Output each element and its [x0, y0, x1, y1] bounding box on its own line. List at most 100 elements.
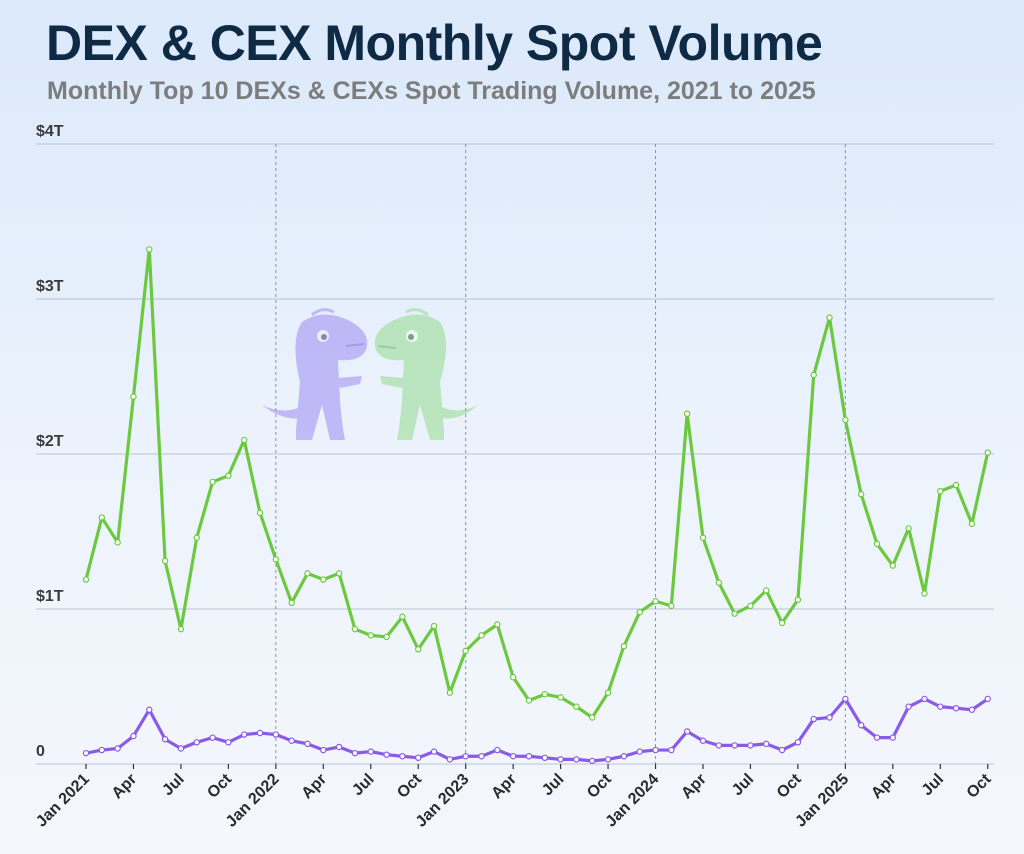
cex-point	[462, 647, 469, 655]
dex-point	[415, 754, 422, 762]
dex-point	[304, 740, 311, 748]
dex-point	[525, 753, 533, 760]
cex-series-line	[84, 247, 990, 720]
x-tick-label: Jul	[349, 771, 377, 799]
cex-point	[82, 576, 90, 583]
cex-point	[952, 481, 960, 489]
x-tick-label: Apr	[109, 771, 141, 803]
cex-point	[161, 557, 169, 565]
dex-point	[810, 715, 817, 723]
mascot-watermark	[262, 308, 478, 440]
dex-point	[921, 695, 928, 703]
dex-point	[367, 748, 374, 755]
dex-point	[857, 722, 865, 729]
cex-point	[873, 540, 881, 548]
dex-point	[130, 732, 137, 740]
cex-point	[446, 689, 454, 696]
x-tick-label: Apr	[299, 771, 331, 803]
cex-point	[304, 570, 311, 577]
dex-point	[731, 742, 738, 749]
cex-point	[256, 509, 264, 517]
dex-point	[557, 756, 564, 763]
cex-point	[193, 534, 200, 541]
year-dividers	[275, 144, 846, 764]
dex-point	[114, 745, 121, 752]
x-tick-label: Oct	[964, 770, 995, 801]
y-axis-ticks: 0 $1T $2T $3T $4T	[36, 123, 64, 760]
dex-point	[778, 746, 786, 754]
dex-point	[604, 756, 612, 763]
cex-point	[146, 246, 153, 253]
x-tick-label: Jul	[729, 771, 757, 799]
dex-point	[952, 705, 960, 712]
cex-point	[731, 610, 738, 617]
dex-point	[462, 753, 469, 760]
x-tick-label: Jul	[539, 771, 567, 799]
chart-title: DEX & CEX Monthly Spot Volume	[46, 15, 823, 71]
cex-point	[842, 416, 849, 424]
cex-point	[937, 488, 944, 495]
chart-subtitle: Monthly Top 10 DEXs & CEXs Spot Trading …	[47, 77, 816, 105]
series-lines	[82, 246, 991, 765]
cex-point	[905, 525, 912, 532]
dex-point	[225, 739, 232, 746]
cex-series	[82, 246, 991, 721]
cex-point	[509, 674, 517, 681]
cex-point	[699, 534, 707, 541]
cex-point	[478, 632, 485, 639]
cex-point	[494, 621, 501, 628]
dex-point	[620, 753, 628, 760]
cex-point	[225, 472, 232, 479]
cex-point	[968, 520, 976, 527]
dex-point	[193, 739, 200, 746]
purple-mascot-icon	[262, 308, 368, 440]
dex-point	[747, 742, 754, 749]
cex-point	[114, 539, 121, 546]
dex-point	[826, 714, 833, 721]
cex-point	[272, 556, 280, 563]
cex-point	[715, 579, 723, 586]
y-tick-label: $1T	[36, 588, 64, 605]
dex-point	[320, 746, 327, 754]
dex-point	[430, 748, 438, 755]
y-tick-label: 0	[36, 743, 45, 760]
cex-point	[620, 643, 628, 650]
x-tick-label: Oct	[774, 770, 805, 801]
dex-point	[573, 756, 580, 763]
cex-point	[984, 449, 991, 456]
cex-point	[826, 314, 833, 321]
dex-point	[636, 748, 643, 755]
cex-point	[130, 393, 137, 400]
dex-series-line	[84, 697, 990, 763]
cex-point	[557, 694, 564, 701]
cex-point	[573, 703, 580, 710]
x-tick-label: Oct	[204, 770, 235, 801]
dex-point	[905, 703, 912, 710]
cex-point	[525, 697, 533, 704]
cex-point	[98, 514, 106, 521]
cex-point	[683, 410, 691, 417]
dex-point	[161, 736, 169, 743]
cex-point	[857, 491, 865, 498]
x-tick-label: Apr	[488, 771, 520, 803]
cex-point	[778, 619, 786, 627]
dex-point	[351, 749, 359, 757]
dex-point	[842, 695, 849, 703]
y-tick-label: $3T	[36, 278, 64, 295]
dex-point	[399, 753, 406, 760]
cex-point	[383, 633, 390, 641]
x-tick-label: Apr	[678, 771, 710, 803]
cex-point	[335, 570, 343, 577]
cex-point	[921, 590, 928, 597]
dex-point	[509, 753, 517, 760]
y-tick-label: $2T	[36, 433, 64, 450]
dex-point	[494, 746, 501, 754]
cex-point	[541, 691, 548, 698]
x-tick-label: Oct	[394, 770, 425, 801]
dex-point	[683, 728, 691, 735]
dex-point	[146, 706, 153, 713]
dex-point	[763, 740, 770, 748]
cex-point	[430, 622, 438, 630]
dex-point	[335, 743, 343, 751]
dex-point	[541, 754, 548, 762]
